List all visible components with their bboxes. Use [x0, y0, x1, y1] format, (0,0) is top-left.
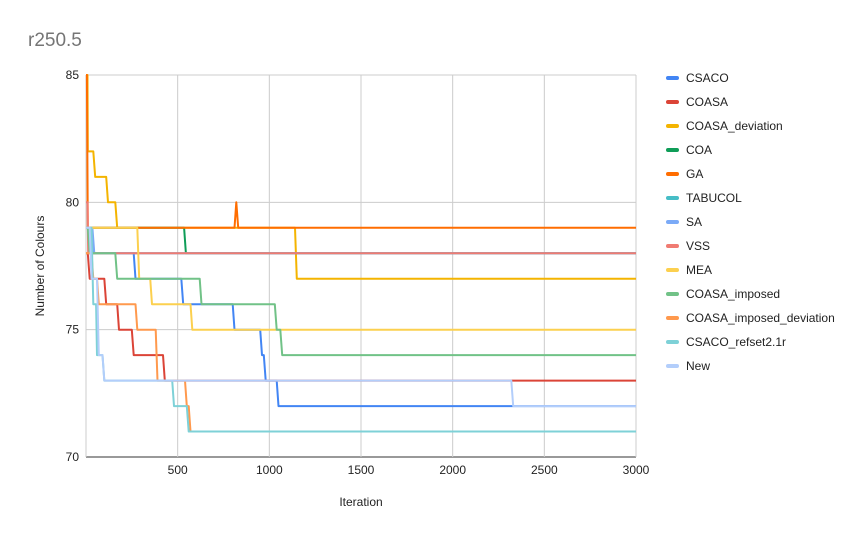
legend-label: COASA_imposed	[686, 287, 781, 301]
legend-label: GA	[686, 167, 704, 181]
legend-item: COASA_imposed	[666, 282, 835, 306]
legend-swatch	[666, 172, 679, 176]
series-layer	[85, 74, 636, 433]
x-tick-labels: 500 1000 1500 2000 2500 3000	[168, 463, 650, 477]
chart-title: r250.5	[28, 30, 82, 51]
x-axis-label: Iteration	[339, 495, 382, 509]
legend-swatch	[666, 244, 679, 248]
legend-item: COA	[666, 138, 835, 162]
y-axis-label: Number of Colours	[33, 216, 47, 317]
x-tick-label: 500	[168, 463, 188, 477]
legend-item: CSACO	[666, 66, 835, 90]
legend-label: MEA	[686, 263, 713, 277]
grid-lines	[85, 74, 637, 458]
legend-swatch	[666, 220, 679, 224]
legend-label: COASA_imposed_deviation	[686, 311, 835, 325]
legend-label: COASA_deviation	[686, 119, 783, 133]
y-tick-label: 80	[66, 195, 80, 209]
legend-swatch	[666, 364, 679, 368]
legend-item: COASA	[666, 90, 835, 114]
legend-item: GA	[666, 162, 835, 186]
legend-label: New	[686, 359, 711, 373]
legend: CSACO COASA COASA_deviation COA GA TABUCOL SA V…	[666, 66, 835, 378]
y-tick-label: 70	[66, 450, 80, 464]
legend-item: VSS	[666, 234, 835, 258]
x-tick-label: 1500	[348, 463, 375, 477]
y-tick-labels: 70 75 80 85	[66, 68, 80, 464]
y-tick-label: 85	[66, 68, 80, 82]
legend-label: COA	[686, 143, 713, 157]
legend-item: COASA_deviation	[666, 114, 835, 138]
legend-item: COASA_imposed_deviation	[666, 306, 835, 330]
legend-item: SA	[666, 210, 835, 234]
series-line-new	[86, 226, 636, 408]
legend-label: CSACO	[686, 71, 729, 85]
legend-swatch	[666, 340, 679, 344]
x-tick-label: 1000	[256, 463, 283, 477]
series-line-mea	[86, 226, 636, 331]
legend-item: TABUCOL	[666, 186, 835, 210]
legend-swatch	[666, 292, 679, 296]
legend-label: CSACO_refset2.1r	[686, 335, 787, 349]
legend-item: CSACO_refset2.1r	[666, 330, 835, 354]
x-tick-label: 3000	[623, 463, 650, 477]
legend-label: TABUCOL	[686, 191, 742, 205]
legend-swatch	[666, 100, 679, 104]
legend-swatch	[666, 316, 679, 320]
y-tick-label: 75	[66, 323, 80, 337]
x-tick-label: 2500	[531, 463, 558, 477]
series-line-ga	[85, 74, 636, 229]
x-tick-label: 2000	[439, 463, 466, 477]
legend-swatch	[666, 196, 679, 200]
legend-swatch	[666, 268, 679, 272]
legend-item: New	[666, 354, 835, 378]
legend-swatch	[666, 124, 679, 128]
legend-label: VSS	[686, 239, 711, 253]
legend-label: COASA	[686, 95, 729, 109]
legend-swatch	[666, 148, 679, 152]
legend-swatch	[666, 76, 679, 80]
legend-label: SA	[686, 215, 703, 229]
legend-item: MEA	[666, 258, 835, 282]
series-line-coasa-imposed	[86, 226, 636, 357]
